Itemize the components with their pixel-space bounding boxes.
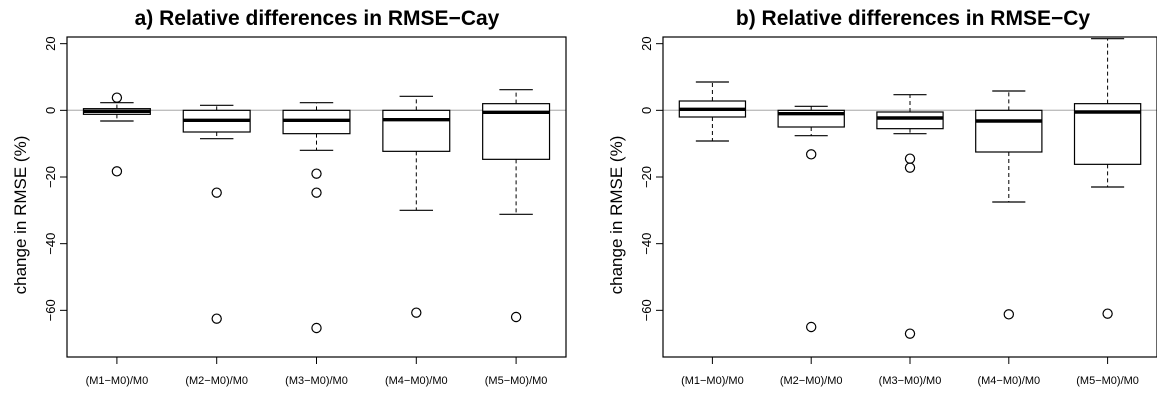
panel-a-ylabel: change in RMSE (%) bbox=[11, 136, 30, 295]
panel-a-title: a) Relative differences in RMSE−Cay bbox=[135, 7, 500, 30]
y-tick-label: −20 bbox=[43, 166, 58, 188]
x-tick-label: (M1−M0)/M0 bbox=[86, 375, 149, 387]
plot-frame bbox=[66, 36, 567, 358]
x-tick-label: (M5−M0)/M0 bbox=[485, 375, 548, 387]
panel-a: a) Relative differences in RMSE−Cay chan… bbox=[11, 7, 567, 387]
outlier-point bbox=[311, 322, 322, 334]
outlier-point bbox=[211, 313, 222, 324]
box-1 bbox=[678, 81, 747, 142]
box-rect bbox=[382, 109, 451, 152]
outlier-point bbox=[904, 328, 916, 339]
outlier-point bbox=[904, 153, 916, 164]
box-rect bbox=[1073, 103, 1142, 165]
box-5 bbox=[482, 89, 551, 323]
outlier-point bbox=[211, 187, 222, 198]
y-tick-label: 20 bbox=[639, 36, 654, 50]
box-1 bbox=[82, 92, 151, 177]
x-tick-label: (M3−M0)/M0 bbox=[879, 375, 942, 387]
y-tick-label: −20 bbox=[639, 166, 654, 188]
box-2 bbox=[777, 105, 845, 333]
y-tick-label: −40 bbox=[639, 233, 654, 255]
box-5 bbox=[1073, 38, 1142, 319]
y-tick-label: 0 bbox=[43, 107, 58, 114]
outlier-point bbox=[806, 149, 817, 160]
y-tick-label: −40 bbox=[43, 233, 58, 255]
panel-b: b) Relative differences in RMSE−Cy chang… bbox=[607, 7, 1157, 387]
outlier-point bbox=[411, 307, 422, 318]
outlier-point bbox=[1003, 309, 1015, 320]
box-4 bbox=[382, 95, 451, 318]
x-tick-label: (M2−M0)/M0 bbox=[185, 375, 248, 387]
box-3 bbox=[282, 102, 351, 334]
x-tick-label: (M5−M0)/M0 bbox=[1076, 375, 1139, 387]
x-tick-label: (M4−M0)/M0 bbox=[385, 375, 448, 387]
box-rect bbox=[876, 111, 944, 130]
x-tick-label: (M1−M0)/M0 bbox=[681, 375, 744, 387]
outlier-point bbox=[311, 168, 322, 179]
x-tick-label: (M2−M0)/M0 bbox=[780, 375, 843, 387]
outlier-point bbox=[806, 321, 817, 333]
box-rect bbox=[975, 109, 1043, 153]
box-2 bbox=[182, 104, 251, 324]
box-4 bbox=[975, 90, 1043, 320]
outlier-point bbox=[904, 162, 916, 173]
outlier-point bbox=[111, 92, 123, 103]
outlier-point bbox=[510, 311, 522, 323]
panel-b-ylabel: change in RMSE (%) bbox=[607, 136, 626, 295]
outlier-point bbox=[311, 187, 322, 198]
outlier-point bbox=[111, 166, 123, 177]
box-3 bbox=[876, 94, 944, 339]
y-tick-label: 0 bbox=[639, 107, 654, 114]
y-tick-label: −60 bbox=[639, 299, 654, 321]
plot-frame bbox=[662, 36, 1157, 358]
x-tick-label: (M4−M0)/M0 bbox=[977, 375, 1040, 387]
x-tick-label: (M3−M0)/M0 bbox=[285, 375, 348, 387]
outlier-point bbox=[1102, 308, 1113, 319]
y-tick-label: 20 bbox=[43, 36, 58, 50]
panel-b-title: b) Relative differences in RMSE−Cy bbox=[736, 7, 1091, 30]
y-tick-label: −60 bbox=[43, 299, 58, 321]
